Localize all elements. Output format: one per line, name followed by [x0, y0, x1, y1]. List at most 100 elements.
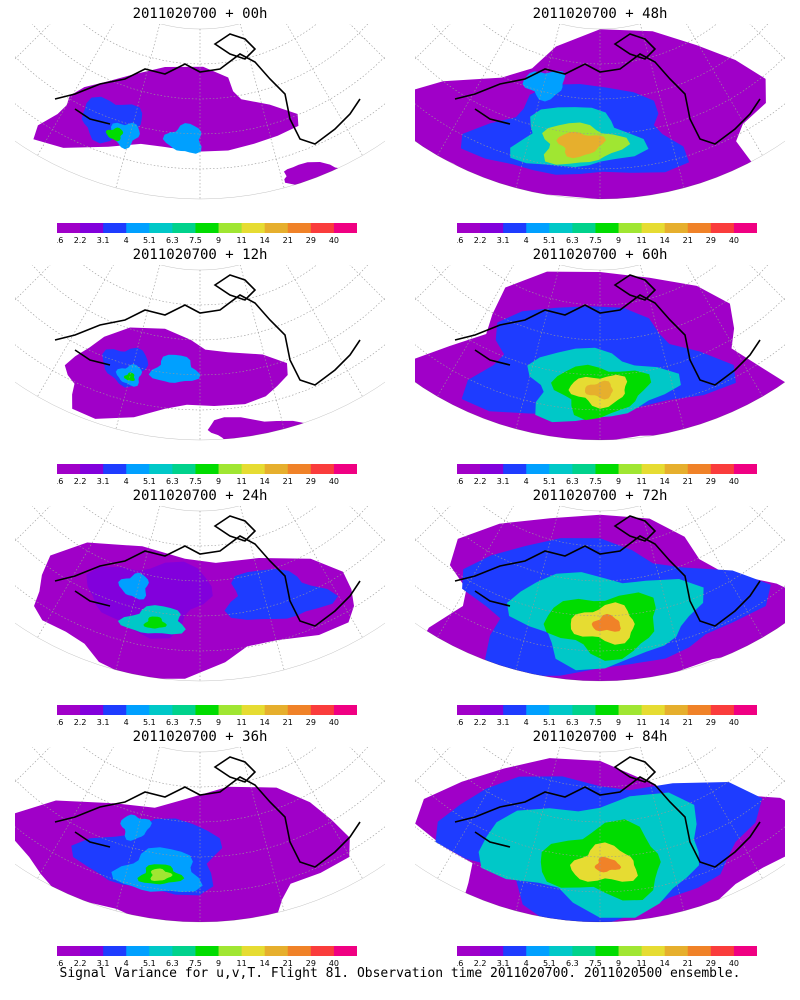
colorbar-swatch — [687, 946, 712, 956]
colorbar-swatch — [641, 705, 666, 715]
colorbar-swatch — [664, 464, 689, 474]
colorbar-tick-label: 2.2 — [474, 959, 487, 968]
colorbar-tick-label: 11 — [637, 477, 647, 486]
colorbar-tick-label: 2.2 — [74, 959, 87, 968]
colorbar-swatch — [595, 705, 620, 715]
panel-title: 2011020700 + 00h — [132, 6, 268, 22]
colorbar-swatch — [126, 946, 150, 956]
colorbar-tick-label: 4 — [124, 236, 129, 245]
colorbar-swatch — [595, 946, 620, 956]
colorbar-swatch — [103, 946, 127, 956]
coastline — [54, 756, 361, 868]
colorbar-tick-label: 29 — [706, 718, 716, 727]
colorbar-tick-label: 7.5 — [589, 477, 602, 486]
longitude-line — [15, 747, 51, 783]
longitude-line — [349, 265, 385, 301]
colorbar-tick-label: 6.3 — [566, 959, 579, 968]
contour-shade — [207, 417, 308, 440]
colorbar-tick-label: 6.3 — [566, 718, 579, 727]
contour-shade — [105, 127, 124, 142]
map-plot — [15, 506, 385, 682]
colorbar-swatch — [595, 223, 620, 233]
colorbar-tick-label: 14 — [660, 236, 670, 245]
longitude-line — [286, 506, 363, 638]
graticule — [415, 506, 785, 681]
colorbar-tick-label: 5.1 — [143, 718, 156, 727]
coastline — [454, 515, 761, 627]
colorbar: 1.6 2.2 3.1 4 5.1 6.3 7.5 9 11 14 21 29 40 — [57, 223, 357, 245]
colorbar-swatch — [310, 946, 335, 956]
contour-shade — [585, 380, 613, 400]
longitude-line — [115, 506, 161, 671]
longitude-line — [115, 24, 161, 189]
colorbar-tick-label: 2.2 — [474, 236, 487, 245]
colorbar-tick-label: 2.2 — [74, 718, 87, 727]
colorbar-tick-label: 21 — [283, 718, 293, 727]
colorbar-swatch — [503, 464, 527, 474]
longitude-line — [286, 24, 363, 156]
contour-shade — [143, 616, 167, 629]
colorbar-tick-label: 3.1 — [97, 236, 110, 245]
colorbar-tick-label: 5.1 — [143, 236, 156, 245]
longitude-line — [749, 24, 785, 60]
colorbar-swatch — [195, 705, 220, 715]
colorbar-tick-label: 7.5 — [589, 236, 602, 245]
contour-shade — [86, 561, 213, 639]
colorbar-tick-label: 21 — [683, 959, 693, 968]
colorbar-tick-label: 5.1 — [543, 959, 556, 968]
colorbar-swatch — [480, 223, 504, 233]
colorbar-tick-label: 2.2 — [474, 718, 487, 727]
colorbar-swatch — [172, 223, 196, 233]
contour-field — [415, 758, 785, 922]
longitude-line — [115, 747, 161, 912]
colorbar-tick-label: 11 — [237, 477, 247, 486]
colorbar-swatch — [549, 705, 573, 715]
colorbar-swatch — [526, 223, 550, 233]
colorbar-swatch — [710, 946, 735, 956]
colorbar-swatch — [264, 705, 289, 715]
longitude-line — [437, 506, 514, 638]
colorbar-tick-label: 40 — [329, 959, 339, 968]
colorbar-tick-label: 2.2 — [474, 477, 487, 486]
colorbar-tick-label: 3.1 — [97, 477, 110, 486]
colorbar-swatch — [480, 946, 504, 956]
colorbar-tick-label: 3.1 — [497, 718, 510, 727]
map-boundary — [415, 747, 785, 923]
colorbar-tick-label: 1.6 — [57, 477, 63, 486]
colorbar-tick-label: 11 — [637, 236, 647, 245]
colorbar-tick-label: 4 — [524, 959, 529, 968]
longitude-line — [15, 265, 51, 301]
colorbar-tick-label: 5.1 — [543, 718, 556, 727]
colorbar-tick-label: 29 — [306, 959, 316, 968]
colorbar-tick-label: 9 — [216, 477, 221, 486]
colorbar-tick-label: 2.2 — [74, 477, 87, 486]
panel-60h: 2011020700 + 60h 1.62.23.145.16.37.59111… — [405, 241, 795, 486]
colorbar-swatch — [595, 464, 620, 474]
panel-12h: 2011020700 + 12h 1.62.23.145.16.37.59111… — [5, 241, 395, 486]
colorbar-tick-label: 40 — [729, 477, 739, 486]
longitude-line — [437, 747, 514, 879]
contour-shade — [591, 613, 621, 632]
colorbar-tick-label: 6.3 — [566, 477, 579, 486]
map-boundary — [15, 265, 385, 441]
graticule — [15, 506, 385, 681]
longitude-line — [749, 265, 785, 301]
longitude-line — [239, 24, 285, 189]
longitude-line — [15, 506, 51, 542]
colorbar-swatch — [480, 464, 504, 474]
map-plot — [415, 506, 785, 682]
colorbar-tick-label: 7.5 — [189, 959, 202, 968]
longitude-line — [415, 747, 451, 783]
colorbar-tick-label: 1.6 — [457, 236, 463, 245]
contour-field — [15, 786, 350, 922]
colorbar-tick-label: 21 — [683, 236, 693, 245]
colorbar-swatch — [103, 464, 127, 474]
colorbar-tick-label: 1.6 — [57, 718, 63, 727]
colorbar-swatch — [287, 946, 312, 956]
longitude-line — [749, 506, 785, 542]
colorbar-swatch — [710, 705, 735, 715]
colorbar-swatch — [241, 464, 266, 474]
map-boundary — [415, 506, 785, 682]
colorbar-tick-label: 9 — [616, 718, 621, 727]
colorbar-tick-label: 4 — [524, 718, 529, 727]
